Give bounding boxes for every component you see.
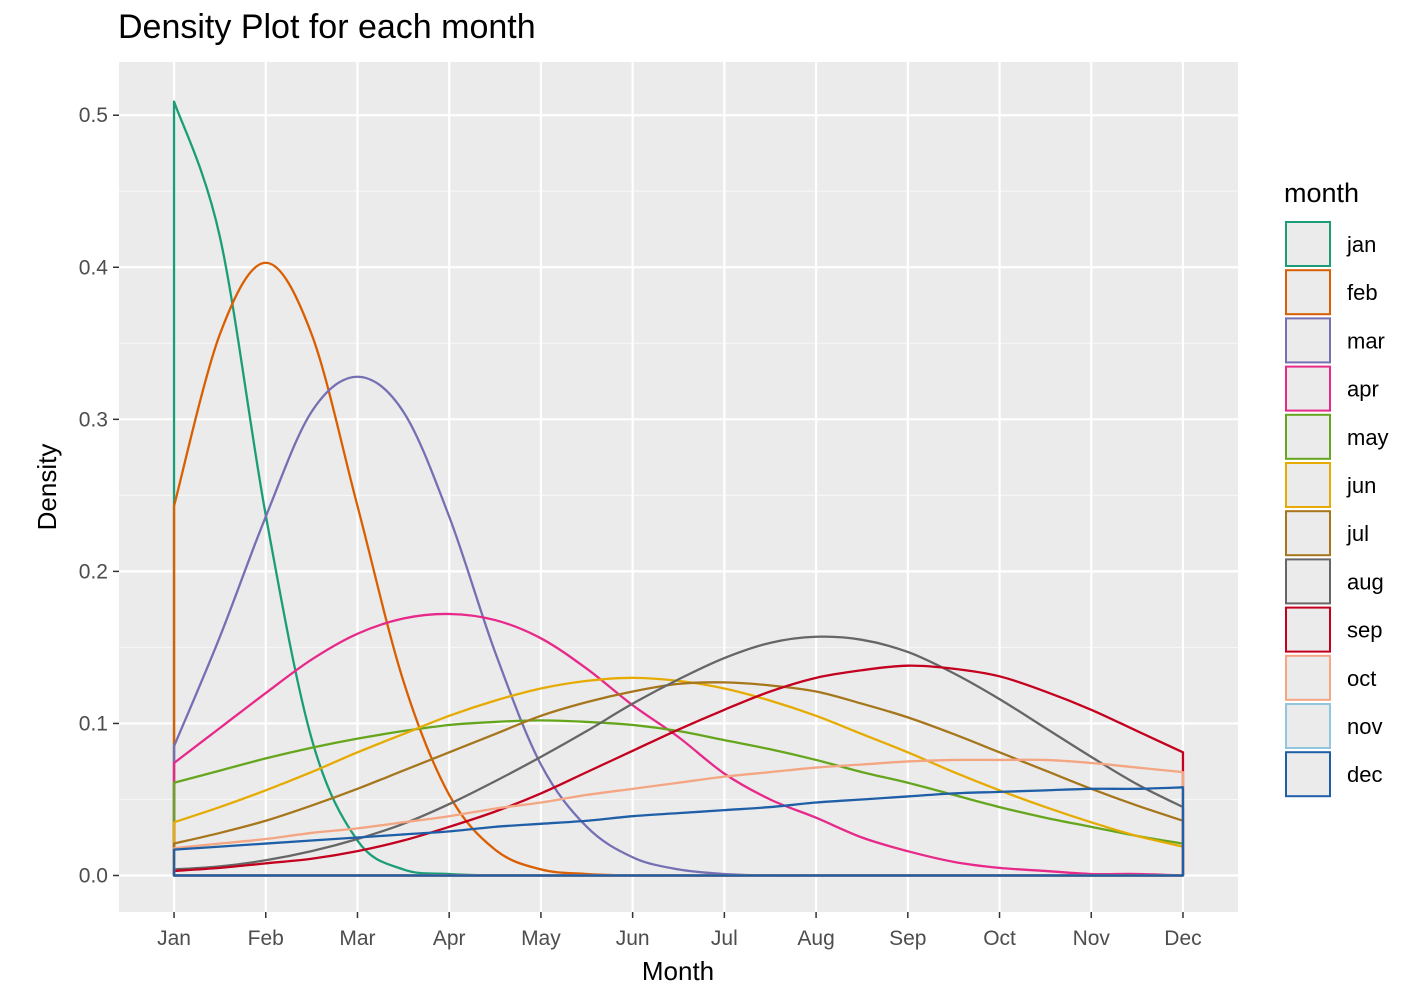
- series-line-apr: [172, 612, 1185, 877]
- legend-key-jul: [1285, 510, 1331, 557]
- legend-label-mar: mar: [1347, 328, 1385, 353]
- plot-panel: [119, 62, 1238, 912]
- series-line-dec: [172, 786, 1185, 877]
- legend-title: month: [1284, 178, 1359, 208]
- x-tick-label: Jan: [157, 927, 191, 950]
- legend-key-may: [1285, 413, 1331, 460]
- legend-label-apr: apr: [1347, 377, 1379, 402]
- legend-key-sep: [1285, 606, 1331, 653]
- legend-key-apr: [1285, 365, 1331, 412]
- x-tick-label: Aug: [797, 927, 834, 950]
- x-axis-title: Month: [642, 956, 714, 986]
- legend-key-oct: [1285, 654, 1331, 701]
- y-axis: 0.0 0.1 0.2 0.3 0.4 0.5: [79, 104, 119, 888]
- legend-label-jul: jul: [1346, 521, 1369, 546]
- legend-label-jun: jun: [1346, 473, 1376, 498]
- x-tick-label: Jun: [616, 927, 650, 950]
- x-tick-label: Jul: [711, 927, 738, 950]
- y-tick-label: 0.3: [79, 408, 108, 431]
- legend-key-jan: [1285, 221, 1331, 267]
- legend-key-nov: [1285, 703, 1331, 749]
- legend-label-nov: nov: [1347, 714, 1382, 739]
- legend-label-may: may: [1347, 425, 1389, 450]
- series-line-jul: [172, 681, 1185, 877]
- series-lines: [172, 100, 1185, 877]
- legend-label-oct: oct: [1347, 666, 1376, 691]
- x-tick-label: Dec: [1164, 927, 1201, 950]
- series-line-jun: [172, 676, 1185, 877]
- x-tick-label: Nov: [1073, 927, 1111, 950]
- legend-key-mar: [1285, 317, 1331, 364]
- series-line-may: [172, 719, 1185, 877]
- series-line-sep: [172, 664, 1185, 877]
- legend-key-jun: [1285, 462, 1331, 508]
- y-tick-label: 0.2: [79, 560, 108, 583]
- legend-key-feb: [1285, 269, 1331, 316]
- series-line-aug: [172, 635, 1185, 877]
- chart-title: Density Plot for each month: [118, 8, 536, 46]
- legend-label-sep: sep: [1347, 618, 1382, 643]
- series-line-oct: [172, 758, 1185, 877]
- x-tick-label: Sep: [889, 927, 926, 950]
- x-tick-label: Feb: [248, 927, 284, 950]
- y-axis-title: Density: [32, 444, 62, 531]
- legend-label-jan: jan: [1346, 232, 1376, 257]
- y-tick-label: 0.0: [79, 865, 108, 888]
- x-tick-label: Mar: [339, 927, 375, 950]
- x-tick-label: Oct: [983, 927, 1016, 950]
- x-axis: Jan Feb Mar Apr May Jun Jul Aug Sep Oct Nov Dec: [157, 912, 1202, 950]
- y-tick-label: 0.1: [79, 712, 108, 735]
- legend: month jan feb mar apr may jun jul aug sep oct nov d…: [1284, 178, 1389, 798]
- legend-key-dec: [1285, 751, 1331, 798]
- x-tick-label: May: [521, 927, 561, 950]
- legend-label-dec: dec: [1347, 762, 1382, 787]
- legend-key-aug: [1285, 558, 1331, 605]
- y-tick-label: 0.4: [79, 256, 109, 279]
- x-tick-label: Apr: [433, 927, 466, 950]
- legend-label-aug: aug: [1347, 569, 1384, 594]
- y-tick-label: 0.5: [79, 104, 108, 127]
- legend-label-feb: feb: [1347, 280, 1378, 305]
